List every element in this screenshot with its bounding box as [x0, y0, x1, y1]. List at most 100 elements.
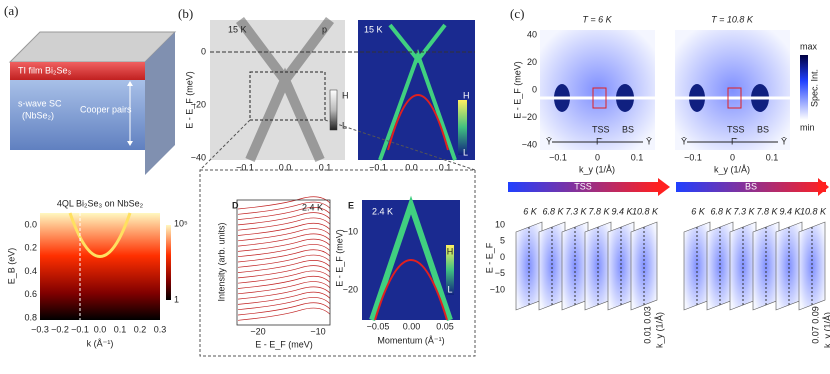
colorbar [329, 89, 338, 131]
x-tick-label: −0.1 [684, 152, 702, 162]
x-tick-label: 0.0 [405, 162, 418, 172]
color-map [358, 20, 475, 160]
temp-label: 6 K [691, 206, 706, 216]
x-tick-label: 0.00 [403, 321, 421, 331]
label: 2.4 K [302, 202, 323, 212]
temp-label: 7.3 K [733, 206, 755, 216]
label: TSS [727, 124, 745, 134]
edc-curve [237, 238, 331, 252]
temp-label: 6.8 K [542, 206, 564, 216]
y-tick-label: −40 [191, 152, 206, 162]
label: 15 K [228, 24, 247, 34]
label: 2.4 K [372, 206, 393, 216]
inset-frame [199, 169, 476, 357]
temp-label: 6 K [523, 206, 538, 216]
label: 15 K [364, 24, 383, 34]
symbol: Ȳ [781, 136, 787, 146]
panel-label: (a) [4, 3, 18, 18]
x-tick-label: −0.3 [31, 324, 49, 334]
edc-curve [237, 275, 331, 289]
edc-curve [237, 233, 331, 247]
fit [387, 94, 449, 151]
x-tick-label: 0.2 [134, 324, 147, 334]
colorbar [446, 245, 454, 295]
axis-label: E - E_F (meV) [184, 71, 194, 129]
zoom-box [249, 71, 326, 121]
band [236, 17, 334, 163]
fit [374, 259, 448, 321]
label: Cooper pairs [80, 104, 132, 114]
axis-label: E - E_F (meV) [255, 339, 313, 349]
label: TI film Bi₂Se₃ [18, 65, 72, 75]
axis-label: E - E_F (meV) [512, 61, 522, 119]
label: L [463, 147, 468, 157]
label: p [322, 24, 327, 34]
edc-curve [237, 196, 331, 210]
temp-label: 9.4 K [779, 206, 801, 216]
label: D [232, 200, 239, 210]
label: max [800, 41, 818, 51]
y-tick-label: −10 [490, 284, 505, 294]
symbol: Γ̄ [731, 136, 738, 146]
x-tick-label: 0 [595, 152, 600, 162]
label: 0.01 0.03 [642, 306, 652, 344]
label: Spec. Int. [809, 69, 819, 107]
axis-label: k_y (1/Å) [714, 164, 750, 174]
x-tick-label: −0.1 [236, 162, 254, 172]
edc-curve [237, 212, 331, 226]
band [369, 195, 453, 321]
temp-label: 10.8 K [800, 206, 827, 216]
edc-curve [237, 244, 331, 258]
band [68, 212, 132, 258]
edc-curve [237, 265, 331, 279]
edc-curves [237, 196, 331, 321]
edc-curve [237, 281, 331, 295]
y-tick-label: 0 [532, 84, 537, 94]
axis-label: E - E_F (meV) [334, 229, 344, 287]
y-tick-label: −20 [343, 284, 358, 294]
label: L [342, 120, 347, 130]
arrow-label: BS [745, 181, 757, 191]
plot-title: 4QL Bi₂Se₃ on NbSe₂ [57, 198, 144, 208]
axis-label: E - E_F [484, 242, 494, 273]
x-tick-label: 0.05 [436, 321, 454, 331]
edc-curve [237, 228, 331, 242]
panel-label: (b) [178, 6, 193, 21]
axis-label: Momentum (Å⁻¹) [377, 335, 444, 345]
temp-label: 7.3 K [565, 206, 587, 216]
edc-curve [237, 291, 331, 305]
x-tick-label: −0.1 [549, 152, 567, 162]
symbol: Γ̄ [596, 136, 603, 146]
y-tick-label: 5 [500, 236, 505, 246]
y-tick-label: −40 [522, 139, 537, 149]
symbol: Ȳ [546, 136, 552, 146]
x-tick-label: 0 [730, 152, 735, 162]
label: 1 [174, 294, 179, 304]
temp-label: 6.8 K [710, 206, 732, 216]
x-tick-label: 0.1 [319, 162, 332, 172]
edc-curve [237, 222, 331, 236]
label: s-wave SC [18, 98, 62, 108]
y-tick-label: 20 [527, 57, 537, 67]
y-tick-label: 0.0 [24, 219, 37, 229]
temp-label: 7.8 K [588, 206, 610, 216]
slice [630, 221, 658, 311]
arpes-map [40, 213, 160, 320]
temp-label: 10.8 K [632, 206, 659, 216]
y-tick-label: 0.8 [24, 312, 37, 322]
x-tick-label: −10 [310, 326, 325, 336]
edc-curve [237, 201, 331, 215]
label: BS [622, 124, 634, 134]
x-tick-label: −0.1 [71, 324, 89, 334]
edc-curve [237, 207, 331, 220]
label: (NbSe₂) [22, 110, 54, 120]
y-tick-label: −10 [343, 226, 358, 236]
axis-label: E_B (eV) [6, 248, 16, 285]
temp-label: 9.4 K [611, 206, 633, 216]
band [378, 23, 457, 161]
x-tick-label: 0.0 [279, 162, 292, 172]
label: H [463, 90, 470, 100]
zoom-lines [199, 119, 476, 171]
y-tick-label: 0.6 [24, 289, 37, 299]
roi [592, 87, 607, 109]
